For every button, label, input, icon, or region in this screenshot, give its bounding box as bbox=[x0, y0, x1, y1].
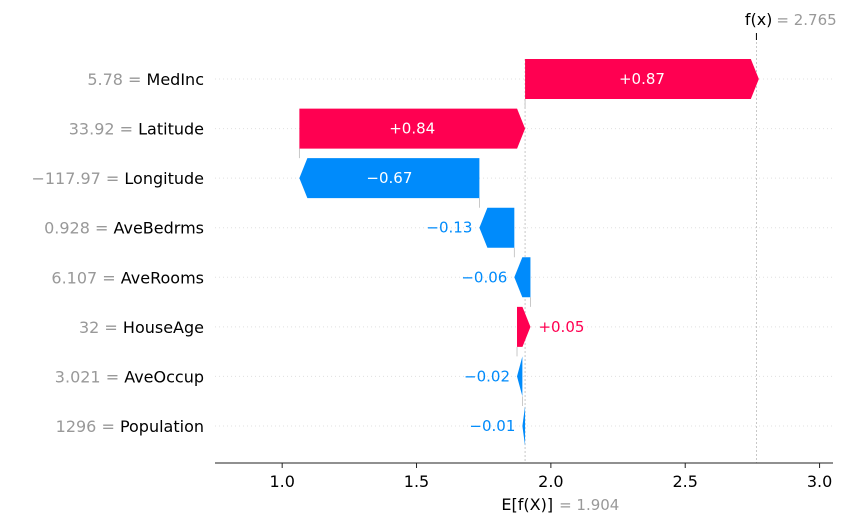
feature-label: 33.92 = Latitude bbox=[69, 120, 204, 139]
feature-name: Population bbox=[120, 417, 204, 436]
bar-latitude bbox=[299, 108, 526, 149]
bar-value-label: −0.67 bbox=[366, 169, 412, 187]
base-value-text: = 1.904 bbox=[559, 496, 619, 514]
feature-value: 1296 = bbox=[56, 417, 120, 436]
output-value-text: = 2.765 bbox=[776, 11, 836, 29]
feature-value: 3.021 = bbox=[55, 367, 124, 386]
feature-name: Latitude bbox=[138, 120, 204, 139]
bar-longitude bbox=[299, 158, 480, 199]
bar-value-label: −0.01 bbox=[469, 417, 515, 435]
feature-label: −117.97 = Longitude bbox=[31, 169, 204, 188]
feature-value: 32 = bbox=[79, 318, 123, 337]
feature-name: Longitude bbox=[124, 169, 204, 188]
feature-label: 6.107 = AveRooms bbox=[51, 268, 204, 287]
x-tick-label: 2.5 bbox=[672, 472, 697, 491]
bars: +0.87 +0.84 −0.67 −0.13 −0.06 +0.05 −0.02 −0.01 bbox=[299, 59, 759, 446]
feature-labels: 5.78 = MedInc 33.92 = Latitude −117.97 = L… bbox=[31, 70, 204, 436]
bar-population bbox=[522, 405, 526, 446]
feature-label: 32 = HouseAge bbox=[79, 318, 204, 337]
bar-avebedrms bbox=[479, 207, 515, 248]
base-value-label: E[f(X)] bbox=[501, 495, 553, 514]
feature-value: 33.92 = bbox=[69, 120, 138, 139]
feature-name: AveBedrms bbox=[113, 219, 204, 238]
feature-name: MedInc bbox=[147, 70, 204, 89]
bar-value-label: +0.87 bbox=[619, 70, 665, 88]
bar-houseage bbox=[517, 306, 531, 347]
x-tick-label: 3.0 bbox=[807, 472, 832, 491]
bar-value-label: −0.02 bbox=[464, 367, 510, 385]
feature-name: HouseAge bbox=[123, 318, 204, 337]
bar-aveoccup bbox=[517, 356, 523, 397]
x-tick-label: 2.0 bbox=[538, 472, 563, 491]
annotations: f(x) = 2.765 E[f(X)] = 1.904 bbox=[501, 10, 836, 514]
feature-value: 0.928 = bbox=[44, 219, 113, 238]
feature-label: 1296 = Population bbox=[56, 417, 204, 436]
bar-value-label: +0.05 bbox=[538, 318, 584, 336]
feature-label: 3.021 = AveOccup bbox=[55, 367, 204, 386]
bar-medinc bbox=[525, 59, 759, 99]
feature-value: 5.78 = bbox=[87, 70, 146, 89]
feature-name: AveRooms bbox=[121, 268, 204, 287]
feature-label: 5.78 = MedInc bbox=[87, 70, 204, 89]
feature-value: −117.97 = bbox=[31, 169, 124, 188]
x-axis: 1.0 1.5 2.0 2.5 3.0 bbox=[215, 462, 833, 491]
bar-value-label: −0.13 bbox=[426, 219, 472, 237]
feature-label: 0.928 = AveBedrms bbox=[44, 219, 204, 238]
x-tick-label: 1.0 bbox=[269, 472, 294, 491]
feature-value: 6.107 = bbox=[51, 268, 120, 287]
bar-value-label: +0.84 bbox=[389, 120, 435, 138]
feature-name: AveOccup bbox=[124, 367, 204, 386]
output-value-label: f(x) bbox=[745, 10, 773, 29]
x-tick-label: 1.5 bbox=[404, 472, 429, 491]
bar-averooms bbox=[514, 257, 531, 298]
bar-value-label: −0.06 bbox=[461, 268, 507, 286]
